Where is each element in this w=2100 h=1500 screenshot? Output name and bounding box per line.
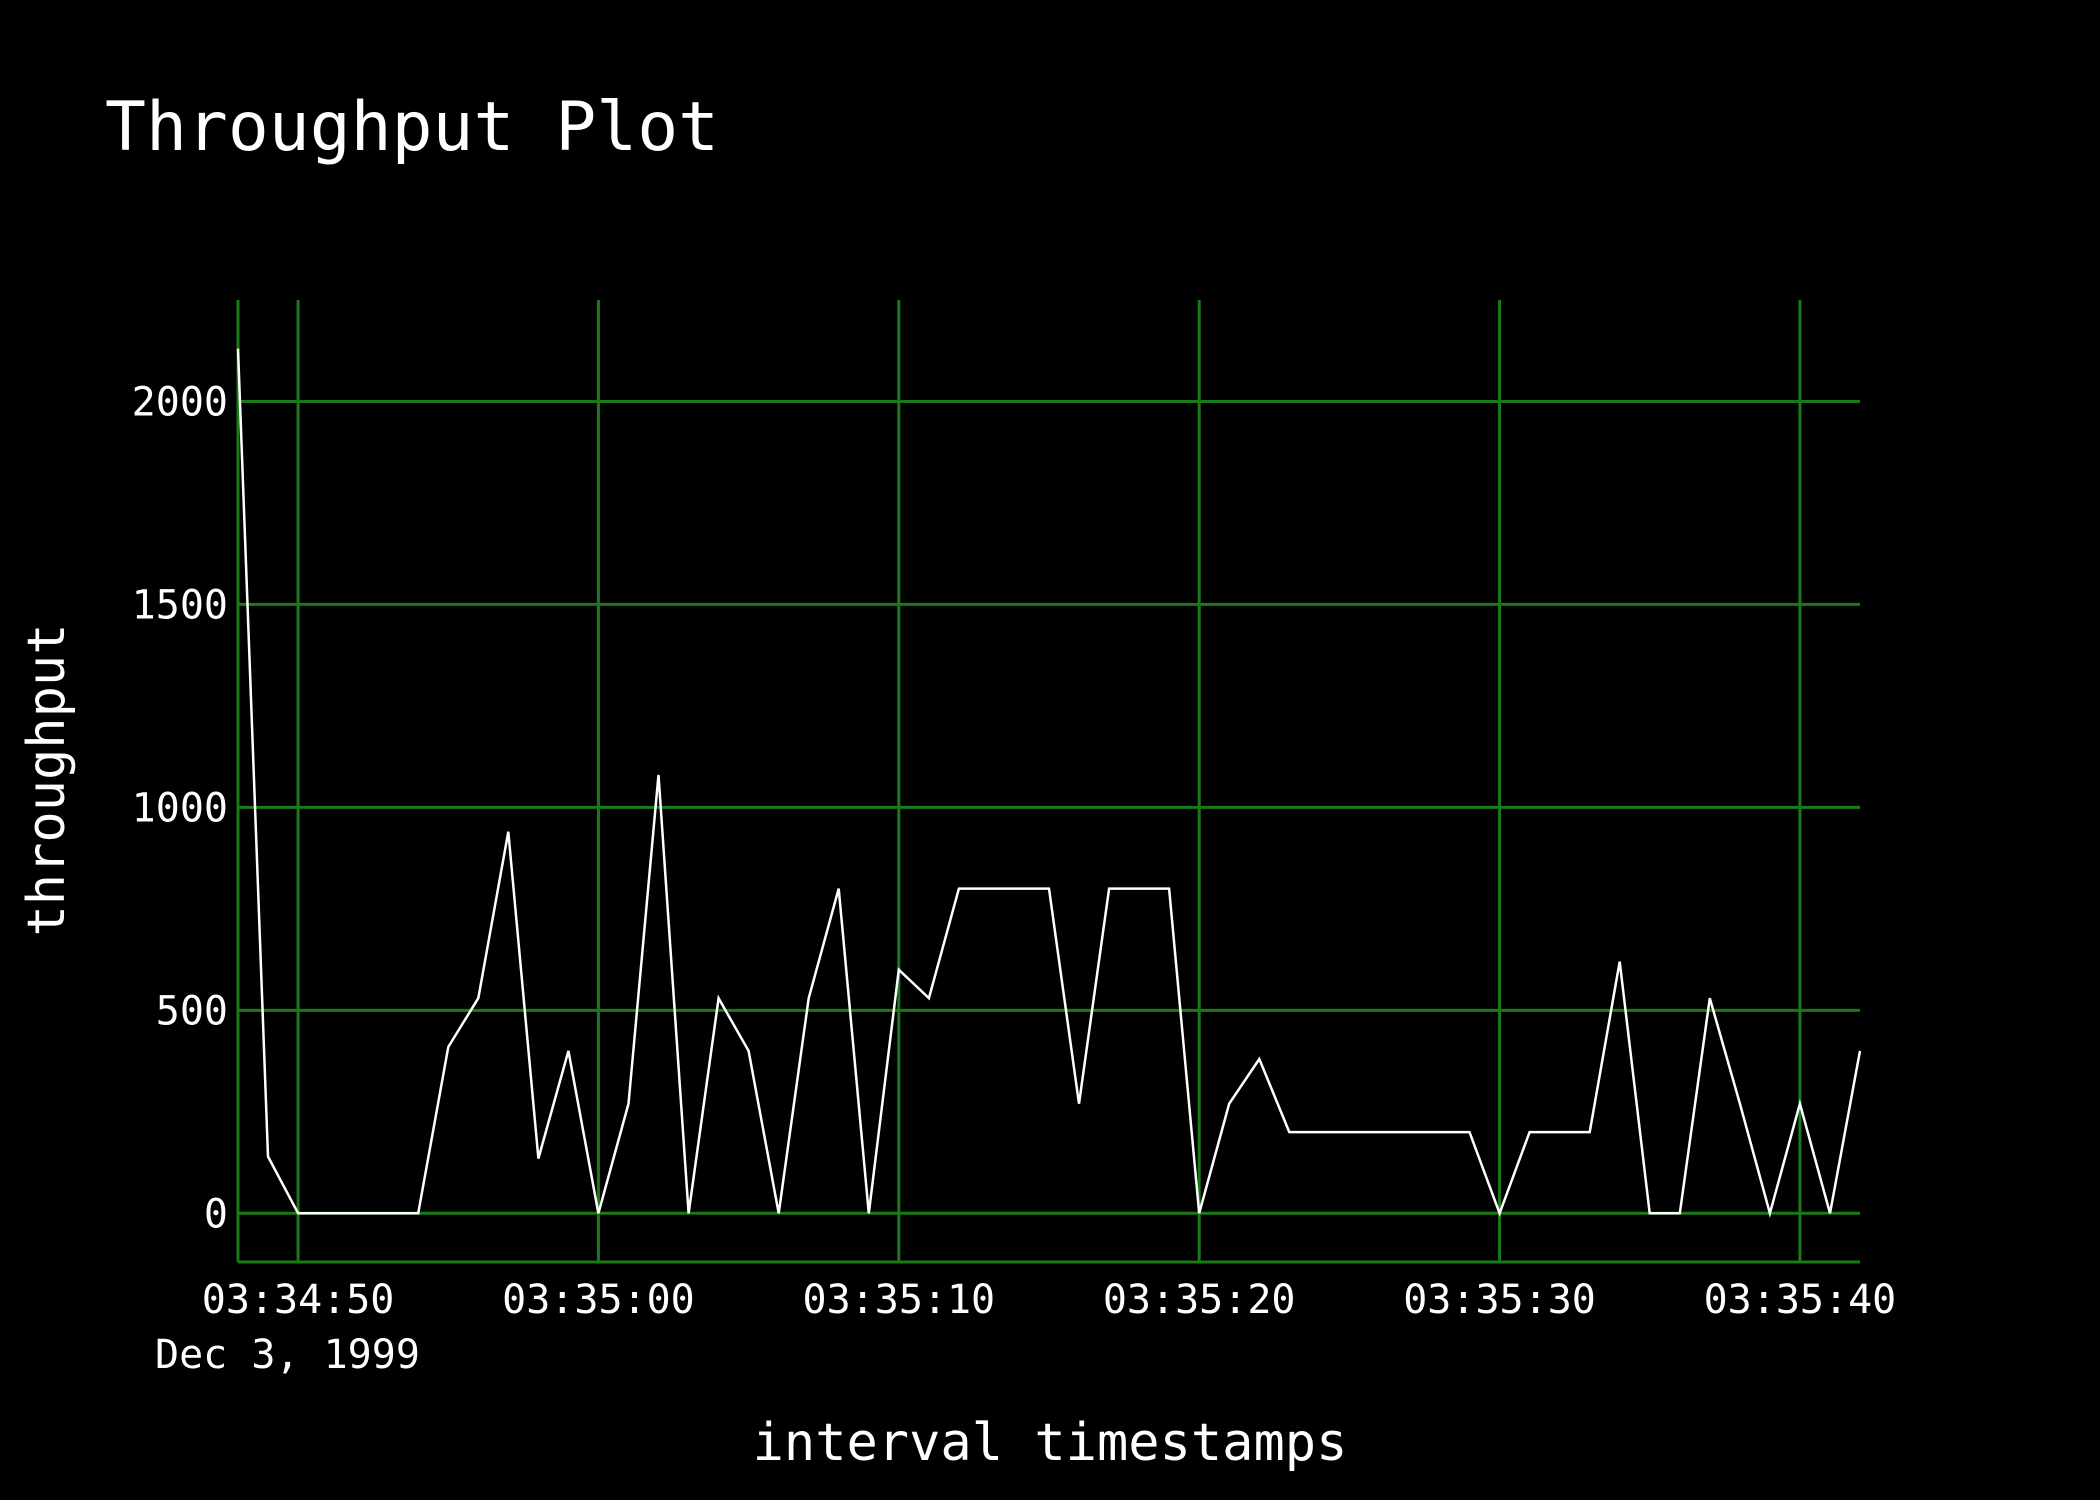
x-tick-label: 03:35:20 xyxy=(1103,1277,1296,1323)
y-tick-label: 1000 xyxy=(132,785,228,831)
chart-title: Throughput Plot xyxy=(105,88,719,167)
x-tick-label: 03:35:30 xyxy=(1403,1277,1596,1323)
x-tick-label: 03:35:40 xyxy=(1704,1277,1897,1323)
x-tick-labels: 03:34:50 03:35:00 03:35:10 03:35:20 03:35:30… xyxy=(202,1277,1897,1323)
y-tick-label: 1500 xyxy=(132,582,228,628)
x-tick-label: 03:35:10 xyxy=(802,1277,995,1323)
x-axis-title: interval timestamps xyxy=(753,1413,1348,1473)
grid xyxy=(238,300,1860,1262)
series-line xyxy=(236,348,1862,1219)
y-tick-label: 500 xyxy=(156,988,228,1034)
y-tick-labels: 0 500 1000 1500 2000 xyxy=(132,379,228,1237)
date-label: Dec 3, 1999 xyxy=(155,1332,420,1378)
x-tick-label: 03:34:50 xyxy=(202,1277,395,1323)
plot-area xyxy=(236,348,1862,1219)
y-axis-title: throughput xyxy=(17,623,77,936)
axes xyxy=(236,300,1860,1264)
y-tick-label: 2000 xyxy=(132,379,228,425)
y-tick-label: 0 xyxy=(204,1191,228,1237)
x-tick-label: 03:35:00 xyxy=(502,1277,695,1323)
